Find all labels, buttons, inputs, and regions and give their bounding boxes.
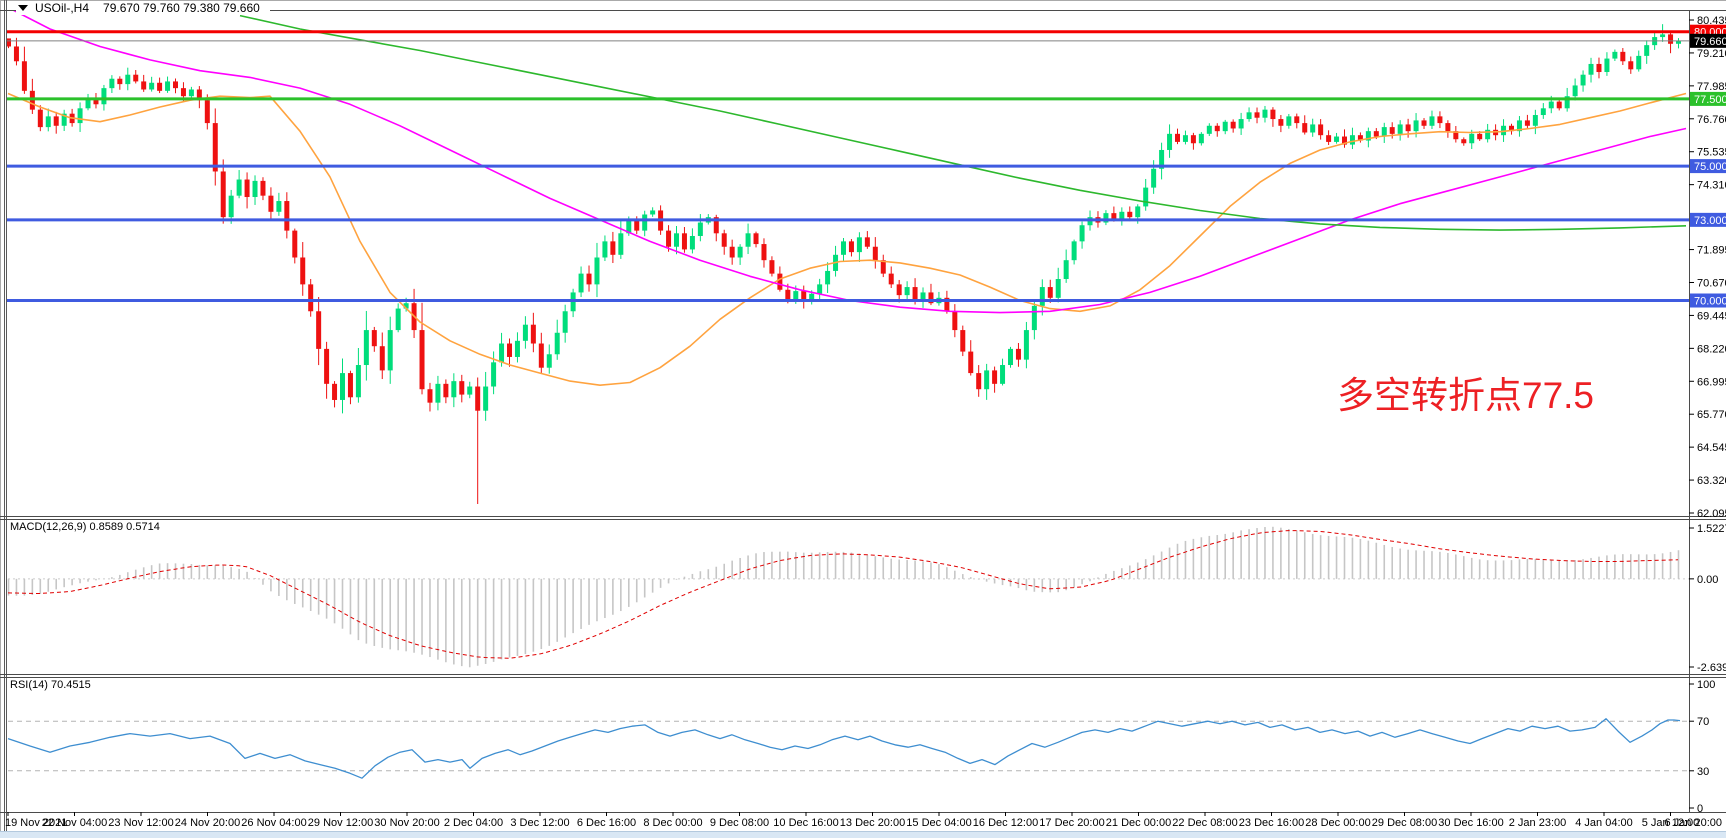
svg-text:80.435: 80.435 [1697, 15, 1726, 27]
rsi-line [7, 718, 1681, 779]
macd-signal-line [7, 530, 1679, 659]
svg-text:1.5227: 1.5227 [1697, 523, 1726, 535]
price-badge-75.000 [1690, 159, 1726, 174]
svg-text:64.545: 64.545 [1697, 442, 1726, 454]
svg-text:29 Nov 12:00: 29 Nov 12:00 [308, 817, 373, 829]
svg-text:24 Nov 20:00: 24 Nov 20:00 [175, 817, 240, 829]
svg-text:28 Dec 00:00: 28 Dec 00:00 [1305, 817, 1370, 829]
macd-histogram [7, 526, 1680, 668]
svg-text:70: 70 [1697, 716, 1709, 728]
svg-text:75.535: 75.535 [1697, 147, 1726, 159]
svg-text:-2.6392: -2.6392 [1697, 662, 1726, 674]
svg-text:69.445: 69.445 [1697, 310, 1726, 322]
svg-text:0: 0 [1697, 803, 1703, 815]
svg-text:77.985: 77.985 [1697, 81, 1726, 93]
svg-text:79.210: 79.210 [1697, 48, 1726, 60]
macd-axis: 1.5227 0.00 -2.6392 [1689, 523, 1726, 674]
price-badge-73.000 [1690, 212, 1726, 227]
svg-text:13 Dec 20:00: 13 Dec 20:00 [840, 817, 905, 829]
svg-text:6 Jan 20:00: 6 Jan 20:00 [1665, 817, 1723, 829]
svg-text:6 Dec 16:00: 6 Dec 16:00 [577, 817, 636, 829]
ma-line-slow-green [239, 14, 1687, 231]
rsi-axis: 100 70 30 0 [1689, 679, 1715, 815]
ohlc-values: 79.670 79.760 79.380 79.660 [103, 1, 260, 15]
svg-text:79.660: 79.660 [1694, 36, 1726, 48]
svg-text:30 Dec 16:00: 30 Dec 16:00 [1438, 817, 1503, 829]
svg-text:70.000: 70.000 [1694, 296, 1726, 308]
svg-text:30 Nov 20:00: 30 Nov 20:00 [374, 817, 439, 829]
svg-text:2 Jan 23:00: 2 Jan 23:00 [1509, 817, 1567, 829]
svg-text:5 Jan 12:00: 5 Jan 12:00 [1642, 817, 1700, 829]
svg-text:70.670: 70.670 [1697, 277, 1726, 289]
svg-text:26 Nov 04:00: 26 Nov 04:00 [241, 817, 306, 829]
chart-title: USOil-,H4 79.670 79.760 79.380 79.660 [16, 1, 270, 15]
main-price-pane [6, 11, 1689, 504]
rsi-indicator-label: RSI(14) 70.4515 [10, 679, 91, 691]
status-bar [0, 831, 1726, 838]
svg-text:17 Dec 20:00: 17 Dec 20:00 [1039, 817, 1104, 829]
svg-text:23 Dec 16:00: 23 Dec 16:00 [1239, 817, 1304, 829]
svg-text:63.320: 63.320 [1697, 475, 1726, 487]
price-axis: 80.435 79.210 77.985 76.760 75.535 74.310 71.8… [1689, 15, 1726, 520]
svg-text:68.220: 68.220 [1697, 343, 1726, 355]
svg-text:3 Dec 12:00: 3 Dec 12:00 [510, 817, 569, 829]
chart-annotation-text: 多空转折点77.5 [1337, 375, 1595, 416]
ma-line-fast-orange [7, 92, 1687, 386]
svg-text:23 Nov 12:00: 23 Nov 12:00 [108, 817, 173, 829]
svg-text:30: 30 [1697, 766, 1709, 778]
svg-text:22 Dec 08:00: 22 Dec 08:00 [1172, 817, 1237, 829]
svg-text:65.770: 65.770 [1697, 409, 1726, 421]
svg-text:75.000: 75.000 [1694, 161, 1726, 173]
svg-text:0.00: 0.00 [1697, 574, 1718, 586]
svg-text:15 Dec 04:00: 15 Dec 04:00 [906, 817, 971, 829]
svg-text:16 Dec 12:00: 16 Dec 12:00 [973, 817, 1038, 829]
svg-text:100: 100 [1697, 679, 1715, 691]
svg-text:66.995: 66.995 [1697, 376, 1726, 388]
svg-text:77.500: 77.500 [1694, 94, 1726, 106]
symbol-label: USOil-,H4 [35, 1, 90, 15]
ma-line-mid-magenta [13, 11, 1687, 314]
candles [6, 24, 1681, 504]
svg-text:71.895: 71.895 [1697, 245, 1726, 257]
svg-text:62.095: 62.095 [1697, 508, 1726, 520]
svg-text:74.310: 74.310 [1697, 180, 1726, 192]
symbol-dropdown-icon[interactable] [18, 5, 28, 12]
macd-pane [7, 526, 1689, 668]
price-badge-77.500 [1690, 91, 1726, 106]
svg-text:76.760: 76.760 [1697, 114, 1726, 126]
svg-text:10 Dec 16:00: 10 Dec 16:00 [773, 817, 838, 829]
price-badge-79.660 [1690, 33, 1726, 48]
svg-text:21 Dec 00:00: 21 Dec 00:00 [1106, 817, 1171, 829]
svg-text:9 Dec 08:00: 9 Dec 08:00 [710, 817, 769, 829]
svg-text:29 Dec 08:00: 29 Dec 08:00 [1372, 817, 1437, 829]
svg-text:19 Nov 2021: 19 Nov 2021 [5, 817, 67, 829]
rsi-pane [7, 718, 1689, 779]
price-badge-70.000 [1690, 293, 1726, 308]
svg-text:2 Dec 04:00: 2 Dec 04:00 [444, 817, 503, 829]
svg-text:8 Dec 00:00: 8 Dec 00:00 [643, 817, 702, 829]
svg-text:22 Nov 04:00: 22 Nov 04:00 [42, 817, 107, 829]
svg-text:4 Jan 04:00: 4 Jan 04:00 [1575, 817, 1633, 829]
macd-indicator-label: MACD(12,26,9) 0.8589 0.5714 [10, 521, 160, 533]
svg-text:73.000: 73.000 [1694, 215, 1726, 227]
